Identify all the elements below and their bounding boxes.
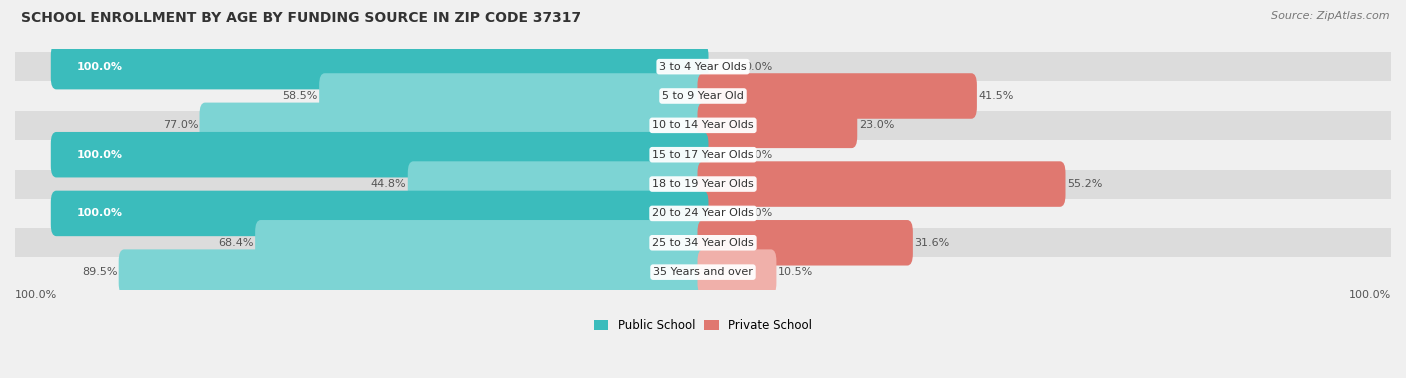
Legend: Public School, Private School: Public School, Private School (589, 314, 817, 337)
FancyBboxPatch shape (697, 220, 912, 265)
Text: 77.0%: 77.0% (163, 120, 198, 130)
FancyBboxPatch shape (697, 161, 1066, 207)
Text: 0.0%: 0.0% (744, 150, 772, 160)
FancyBboxPatch shape (51, 44, 709, 89)
Bar (15, 199, 1391, 228)
Text: 3 to 4 Year Olds: 3 to 4 Year Olds (659, 62, 747, 72)
Bar (15, 52, 1391, 81)
Text: 20 to 24 Year Olds: 20 to 24 Year Olds (652, 208, 754, 218)
Text: 0.0%: 0.0% (744, 208, 772, 218)
Text: 89.5%: 89.5% (82, 267, 117, 277)
Text: 35 Years and over: 35 Years and over (652, 267, 754, 277)
FancyBboxPatch shape (118, 249, 709, 295)
FancyBboxPatch shape (697, 73, 977, 119)
Text: 23.0%: 23.0% (859, 120, 894, 130)
FancyBboxPatch shape (254, 220, 709, 265)
FancyBboxPatch shape (200, 102, 709, 148)
FancyBboxPatch shape (697, 102, 858, 148)
Bar (15, 82, 1391, 110)
Text: 10 to 14 Year Olds: 10 to 14 Year Olds (652, 120, 754, 130)
Text: 10.5%: 10.5% (778, 267, 813, 277)
Text: 55.2%: 55.2% (1067, 179, 1102, 189)
Bar (15, 111, 1391, 140)
Text: 100.0%: 100.0% (1348, 290, 1391, 300)
Text: 68.4%: 68.4% (218, 238, 253, 248)
Text: 25 to 34 Year Olds: 25 to 34 Year Olds (652, 238, 754, 248)
Text: 5 to 9 Year Old: 5 to 9 Year Old (662, 91, 744, 101)
Bar (15, 257, 1391, 287)
Text: 0.0%: 0.0% (744, 62, 772, 72)
Text: 31.6%: 31.6% (914, 238, 949, 248)
Text: 100.0%: 100.0% (15, 290, 58, 300)
Text: 15 to 17 Year Olds: 15 to 17 Year Olds (652, 150, 754, 160)
Text: 18 to 19 Year Olds: 18 to 19 Year Olds (652, 179, 754, 189)
Text: 44.8%: 44.8% (371, 179, 406, 189)
FancyBboxPatch shape (51, 132, 709, 177)
Bar (15, 228, 1391, 257)
Bar (15, 140, 1391, 169)
FancyBboxPatch shape (697, 249, 776, 295)
Text: 100.0%: 100.0% (77, 150, 122, 160)
FancyBboxPatch shape (51, 191, 709, 236)
Text: 100.0%: 100.0% (77, 62, 122, 72)
Text: SCHOOL ENROLLMENT BY AGE BY FUNDING SOURCE IN ZIP CODE 37317: SCHOOL ENROLLMENT BY AGE BY FUNDING SOUR… (21, 11, 581, 25)
FancyBboxPatch shape (319, 73, 709, 119)
Text: 100.0%: 100.0% (77, 208, 122, 218)
Text: Source: ZipAtlas.com: Source: ZipAtlas.com (1271, 11, 1389, 21)
Text: 58.5%: 58.5% (283, 91, 318, 101)
Text: 41.5%: 41.5% (979, 91, 1014, 101)
Bar (15, 169, 1391, 198)
FancyBboxPatch shape (408, 161, 709, 207)
